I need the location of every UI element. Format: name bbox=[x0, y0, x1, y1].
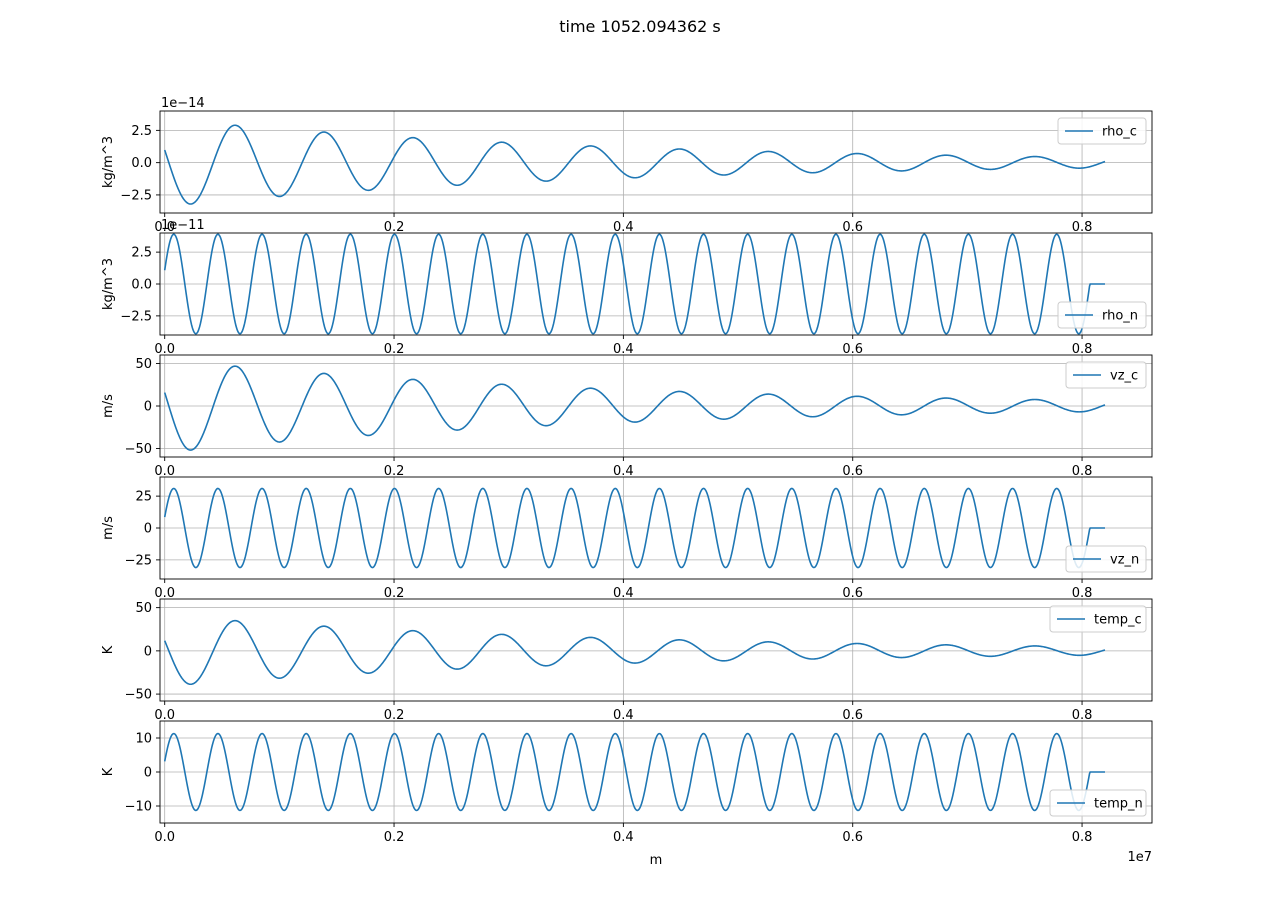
y-tick-label: 0.0 bbox=[131, 156, 152, 171]
x-tick-label: 0.4 bbox=[613, 830, 634, 845]
legend-entry: vz_n bbox=[1110, 553, 1139, 568]
x-tick-label: 0.6 bbox=[842, 464, 863, 479]
x-tick-label: 0.2 bbox=[384, 830, 405, 845]
y-tick-label: 25 bbox=[135, 490, 152, 505]
y-tick-label: −2.5 bbox=[120, 309, 152, 324]
subplot-vz_c: 0.0 0.2 0.4 0.6 0.8 −50 0 50 m/s vz_c bbox=[101, 354, 1153, 479]
x-tick-label: 0.0 bbox=[154, 342, 175, 357]
x-tick-label: 0.8 bbox=[1072, 586, 1093, 601]
y-axis-label: K bbox=[101, 767, 116, 776]
y-offset-label: 1e−14 bbox=[161, 96, 205, 111]
x-tick-label: 0.0 bbox=[154, 220, 175, 235]
x-tick-label: 0.4 bbox=[613, 708, 634, 723]
y-tick-label: −50 bbox=[125, 442, 152, 457]
y-tick-label: 0 bbox=[144, 522, 152, 537]
subplot-temp_n: 0.0 0.2 0.4 0.6 0.8 −10 0 10 K 1e7 m temp_n bbox=[101, 720, 1153, 868]
legend-entry: vz_c bbox=[1110, 369, 1138, 384]
y-tick-label: 0 bbox=[144, 766, 152, 781]
legend: temp_n bbox=[1049, 789, 1147, 817]
x-tick-label: 0.6 bbox=[842, 342, 863, 357]
y-tick-label: 0 bbox=[144, 644, 152, 659]
x-tick-label: 0.0 bbox=[154, 586, 175, 601]
x-tick-label: 0.8 bbox=[1072, 342, 1093, 357]
legend: vz_n bbox=[1065, 545, 1147, 573]
x-tick-label: 0.8 bbox=[1072, 708, 1093, 723]
x-tick-label: 0.6 bbox=[842, 830, 863, 845]
y-tick-label: −2.5 bbox=[120, 188, 152, 203]
legend-frame bbox=[1057, 117, 1147, 145]
x-axis-label: m bbox=[650, 853, 663, 868]
y-tick-label: 50 bbox=[135, 357, 152, 372]
y-axis-label: kg/m^3 bbox=[101, 136, 116, 188]
y-tick-label: 2.5 bbox=[131, 124, 152, 139]
axes-frame bbox=[159, 110, 1153, 214]
x-tick-label: 0.8 bbox=[1072, 464, 1093, 479]
y-offset-label: 1e−11 bbox=[161, 218, 205, 233]
legend-frame bbox=[1065, 361, 1147, 389]
legend: temp_c bbox=[1049, 605, 1147, 633]
x-tick-label: 0.2 bbox=[384, 708, 405, 723]
y-tick-label: 50 bbox=[135, 601, 152, 616]
x-offset-label: 1e7 bbox=[1127, 850, 1152, 865]
legend: rho_n bbox=[1057, 301, 1147, 329]
y-tick-label: −25 bbox=[125, 553, 152, 568]
series-line-vz_n bbox=[163, 487, 1105, 569]
legend: vz_c bbox=[1065, 361, 1147, 389]
legend-frame bbox=[1065, 545, 1147, 573]
legend: rho_c bbox=[1057, 117, 1147, 145]
x-tick-label: 0.0 bbox=[154, 708, 175, 723]
x-tick-label: 0.8 bbox=[1072, 220, 1093, 235]
y-tick-label: −10 bbox=[125, 800, 152, 815]
x-tick-label: 0.0 bbox=[154, 830, 175, 845]
legend-entry: temp_c bbox=[1094, 613, 1142, 628]
legend-frame bbox=[1049, 605, 1147, 633]
y-axis-label: kg/m^3 bbox=[101, 258, 116, 310]
x-tick-label: 0.6 bbox=[842, 586, 863, 601]
x-tick-label: 0.4 bbox=[613, 464, 634, 479]
x-tick-label: 0.2 bbox=[384, 586, 405, 601]
figure-title: time 1052.094362 s bbox=[559, 17, 721, 36]
y-tick-label: −50 bbox=[125, 688, 152, 703]
y-tick-label: 0.0 bbox=[131, 278, 152, 293]
x-tick-label: 0.6 bbox=[842, 220, 863, 235]
subplot-rho_c: 0.0 0.2 0.4 0.6 0.8 −2.5 0.0 2.5 kg/m^3 1e−14 rho_… bbox=[101, 96, 1153, 235]
y-tick-label: 2.5 bbox=[131, 246, 152, 261]
subplot-stack: 0.0 0.2 0.4 0.6 0.8−2.50.02.5kg/m^31e−14rho_… bbox=[101, 96, 1153, 868]
y-tick-label: 0 bbox=[144, 400, 152, 415]
x-tick-label: 0.4 bbox=[613, 586, 634, 601]
x-tick-label: 0.4 bbox=[613, 220, 634, 235]
axes-frame bbox=[159, 598, 1153, 702]
series-line-rho_n bbox=[163, 233, 1105, 335]
legend-frame bbox=[1049, 789, 1147, 817]
x-tick-label: 0.2 bbox=[384, 464, 405, 479]
y-axis-label: m/s bbox=[101, 394, 116, 418]
legend-entry: temp_n bbox=[1094, 797, 1143, 812]
x-tick-label: 0.0 bbox=[154, 464, 175, 479]
series-line-vz_c bbox=[163, 365, 1106, 451]
y-tick-label: 10 bbox=[135, 732, 152, 747]
x-tick-label: 0.4 bbox=[613, 342, 634, 357]
legend-frame bbox=[1057, 301, 1147, 329]
x-tick-label: 0.8 bbox=[1072, 830, 1093, 845]
subplot-vz_n: 0.0 0.2 0.4 0.6 0.8 −25 0 25 m/s vz_n bbox=[101, 476, 1153, 601]
series-line-temp_c bbox=[163, 619, 1106, 686]
x-tick-label: 0.6 bbox=[842, 708, 863, 723]
series-line-temp_n bbox=[163, 732, 1105, 812]
x-tick-label: 0.2 bbox=[384, 220, 405, 235]
subplot-rho_n: 0.0 0.2 0.4 0.6 0.8−2.50.02.5kg/m^31e−11rho_… bbox=[101, 218, 1153, 357]
legend-entry: rho_c bbox=[1102, 125, 1137, 140]
y-axis-label: K bbox=[101, 645, 116, 654]
y-axis-label: m/s bbox=[101, 516, 116, 540]
x-tick-label: 0.2 bbox=[384, 342, 405, 357]
legend-entry: rho_n bbox=[1102, 309, 1138, 324]
series-line-rho_c bbox=[163, 124, 1106, 205]
